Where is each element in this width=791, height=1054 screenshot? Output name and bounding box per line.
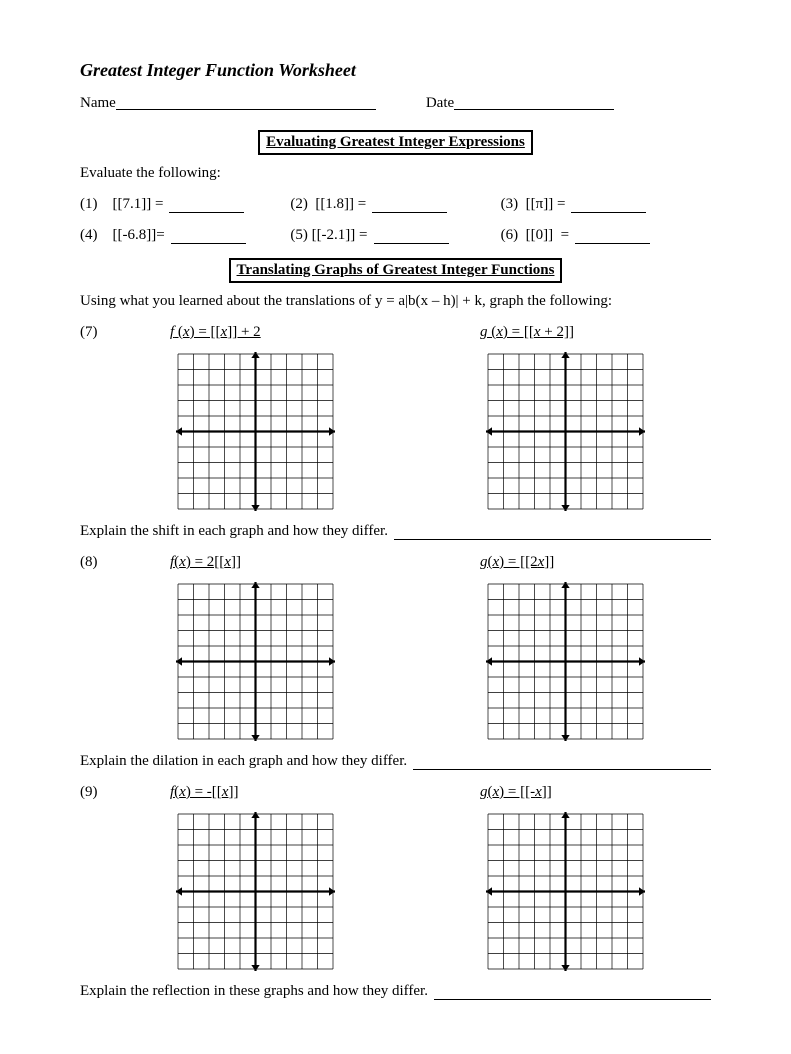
eval-item-5: (5) [[-2.1]] =: [290, 227, 500, 244]
problem-9-row: (9) f(x) = -[[x]] g(x) = [[-x]]: [80, 784, 711, 804]
p7-graphs: [80, 346, 711, 517]
answer-blank[interactable]: [575, 230, 650, 244]
p8-explain-text: Explain the dilation in each graph and h…: [80, 753, 407, 770]
instr-pre: Using what you learned about the transla…: [80, 293, 375, 309]
p7-g-label: g (x) = [[x + 2]]: [480, 324, 574, 341]
instr-formula: y = a|b(x – h)| + k: [375, 293, 482, 309]
eval-item-2: (2) [[1.8]] =: [290, 196, 500, 213]
explain-blank[interactable]: [434, 986, 711, 1000]
p7-f-label: f (x) = [[x]] + 2: [170, 324, 480, 341]
p7-explain-text: Explain the shift in each graph and how …: [80, 523, 388, 540]
p9-graphs: [80, 806, 711, 977]
p9-explain-text: Explain the reflection in these graphs a…: [80, 983, 428, 1000]
coordinate-grid[interactable]: [170, 576, 341, 747]
section2-heading: Translating Graphs of Greatest Integer F…: [229, 258, 563, 283]
eval-item-1: (1) [[7.1]] =: [80, 196, 290, 213]
answer-blank[interactable]: [169, 199, 244, 213]
eval-row-1: (1) [[7.1]] = (2) [[1.8]] = (3) [[π]] =: [80, 196, 711, 213]
date-blank[interactable]: [454, 95, 614, 110]
problem-7-row: (7) f (x) = [[x]] + 2 g (x) = [[x + 2]]: [80, 324, 711, 344]
eval-expr: (2) [[1.8]] =: [290, 196, 366, 213]
p7-graph-f-slot: [170, 346, 480, 517]
name-label: Name: [80, 95, 116, 112]
p8-f-label: f(x) = 2[[x]]: [170, 554, 480, 571]
answer-blank[interactable]: [374, 230, 449, 244]
section1-instruction: Evaluate the following:: [80, 165, 711, 182]
eval-item-4: (4) [[-6.8]]=: [80, 227, 290, 244]
coordinate-grid[interactable]: [480, 806, 651, 977]
page-title: Greatest Integer Function Worksheet: [80, 60, 711, 81]
name-blank[interactable]: [116, 95, 376, 110]
eval-expr: (1) [[7.1]] =: [80, 196, 163, 213]
worksheet-page: Greatest Integer Function Worksheet Name…: [0, 0, 791, 1054]
instr-post: , graph the following:: [482, 293, 612, 309]
explain-blank[interactable]: [394, 526, 711, 540]
section2-instruction: Using what you learned about the transla…: [80, 293, 711, 310]
eval-item-3: (3) [[π]] =: [501, 196, 711, 213]
eval-expr: (4) [[-6.8]]=: [80, 227, 165, 244]
p9-f-label: f(x) = -[[x]]: [170, 784, 480, 801]
p8-g-label: g(x) = [[2x]]: [480, 554, 554, 571]
section2-heading-wrap: Translating Graphs of Greatest Integer F…: [80, 258, 711, 283]
eval-expr: (6) [[0]] =: [501, 227, 569, 244]
p8-graphs: [80, 576, 711, 747]
section1-heading: Evaluating Greatest Integer Expressions: [258, 130, 533, 155]
p9-explain: Explain the reflection in these graphs a…: [80, 983, 711, 1000]
coordinate-grid[interactable]: [170, 806, 341, 977]
eval-item-6: (6) [[0]] =: [501, 227, 711, 244]
problem-8-row: (8) f(x) = 2[[x]] g(x) = [[2x]]: [80, 554, 711, 574]
p8-graph-f-slot: [170, 576, 480, 747]
coordinate-grid[interactable]: [170, 346, 341, 517]
date-label: Date: [426, 95, 454, 112]
eval-expr: (5) [[-2.1]] =: [290, 227, 367, 244]
section1-heading-wrap: Evaluating Greatest Integer Expressions: [80, 130, 711, 155]
answer-blank[interactable]: [571, 199, 646, 213]
p7-graph-g-slot: [480, 346, 651, 517]
answer-blank[interactable]: [171, 230, 246, 244]
problem-7-number: (7): [80, 324, 170, 344]
p9-g-label: g(x) = [[-x]]: [480, 784, 552, 801]
header-row: Name Date: [80, 95, 711, 112]
answer-blank[interactable]: [372, 199, 447, 213]
p8-explain: Explain the dilation in each graph and h…: [80, 753, 711, 770]
coordinate-grid[interactable]: [480, 576, 651, 747]
p7-explain: Explain the shift in each graph and how …: [80, 523, 711, 540]
p9-graph-g-slot: [480, 806, 651, 977]
eval-expr: (3) [[π]] =: [501, 196, 566, 213]
explain-blank[interactable]: [413, 756, 711, 770]
problem-8-number: (8): [80, 554, 170, 574]
eval-row-2: (4) [[-6.8]]= (5) [[-2.1]] = (6) [[0]] =: [80, 227, 711, 244]
coordinate-grid[interactable]: [480, 346, 651, 517]
p9-graph-f-slot: [170, 806, 480, 977]
problem-9-number: (9): [80, 784, 170, 804]
p8-graph-g-slot: [480, 576, 651, 747]
